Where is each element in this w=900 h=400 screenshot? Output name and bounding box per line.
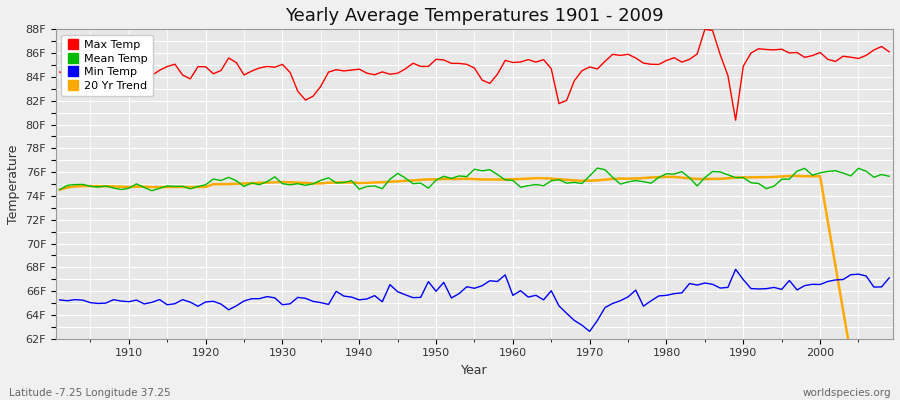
- Mean Temp: [54, 187, 65, 192]
- Max Temp: [284, 70, 295, 75]
- Min Temp: [608, 301, 618, 306]
- Min Temp: [54, 298, 65, 302]
- Max Temp: [730, 118, 741, 122]
- 20 Yr Trend: [508, 177, 518, 182]
- Min Temp: [500, 272, 510, 277]
- 20 Yr Trend: [792, 174, 803, 178]
- Min Temp: [884, 276, 895, 280]
- Line: Max Temp: Max Temp: [59, 29, 889, 120]
- Min Temp: [284, 302, 295, 306]
- Mean Temp: [116, 187, 127, 192]
- Max Temp: [699, 27, 710, 32]
- Line: 20 Yr Trend: 20 Yr Trend: [59, 176, 889, 400]
- Max Temp: [116, 67, 127, 72]
- Mean Temp: [615, 182, 626, 186]
- Mean Temp: [292, 181, 303, 186]
- Min Temp: [584, 329, 595, 334]
- 20 Yr Trend: [500, 177, 510, 182]
- Mean Temp: [515, 185, 526, 190]
- Max Temp: [508, 60, 518, 65]
- Min Temp: [730, 267, 741, 272]
- Max Temp: [331, 67, 342, 72]
- Text: worldspecies.org: worldspecies.org: [803, 388, 891, 398]
- Y-axis label: Temperature: Temperature: [7, 144, 20, 224]
- Title: Yearly Average Temperatures 1901 - 2009: Yearly Average Temperatures 1901 - 2009: [285, 7, 664, 25]
- Min Temp: [331, 289, 342, 294]
- Line: Mean Temp: Mean Temp: [59, 168, 889, 191]
- Min Temp: [508, 293, 518, 298]
- Mean Temp: [592, 166, 603, 170]
- 20 Yr Trend: [284, 180, 295, 185]
- Text: Latitude -7.25 Longitude 37.25: Latitude -7.25 Longitude 37.25: [9, 388, 171, 398]
- 20 Yr Trend: [599, 177, 610, 182]
- 20 Yr Trend: [116, 184, 127, 189]
- Legend: Max Temp, Mean Temp, Min Temp, 20 Yr Trend: Max Temp, Mean Temp, Min Temp, 20 Yr Tre…: [61, 35, 153, 96]
- 20 Yr Trend: [331, 180, 342, 185]
- Mean Temp: [508, 178, 518, 183]
- Max Temp: [884, 50, 895, 54]
- Max Temp: [500, 58, 510, 63]
- Max Temp: [54, 70, 65, 74]
- 20 Yr Trend: [54, 187, 65, 192]
- Min Temp: [116, 299, 127, 304]
- Mean Temp: [884, 174, 895, 179]
- Mean Temp: [338, 180, 349, 185]
- Line: Min Temp: Min Temp: [59, 269, 889, 331]
- Mean Temp: [147, 188, 158, 193]
- X-axis label: Year: Year: [461, 364, 488, 377]
- Max Temp: [599, 59, 610, 64]
